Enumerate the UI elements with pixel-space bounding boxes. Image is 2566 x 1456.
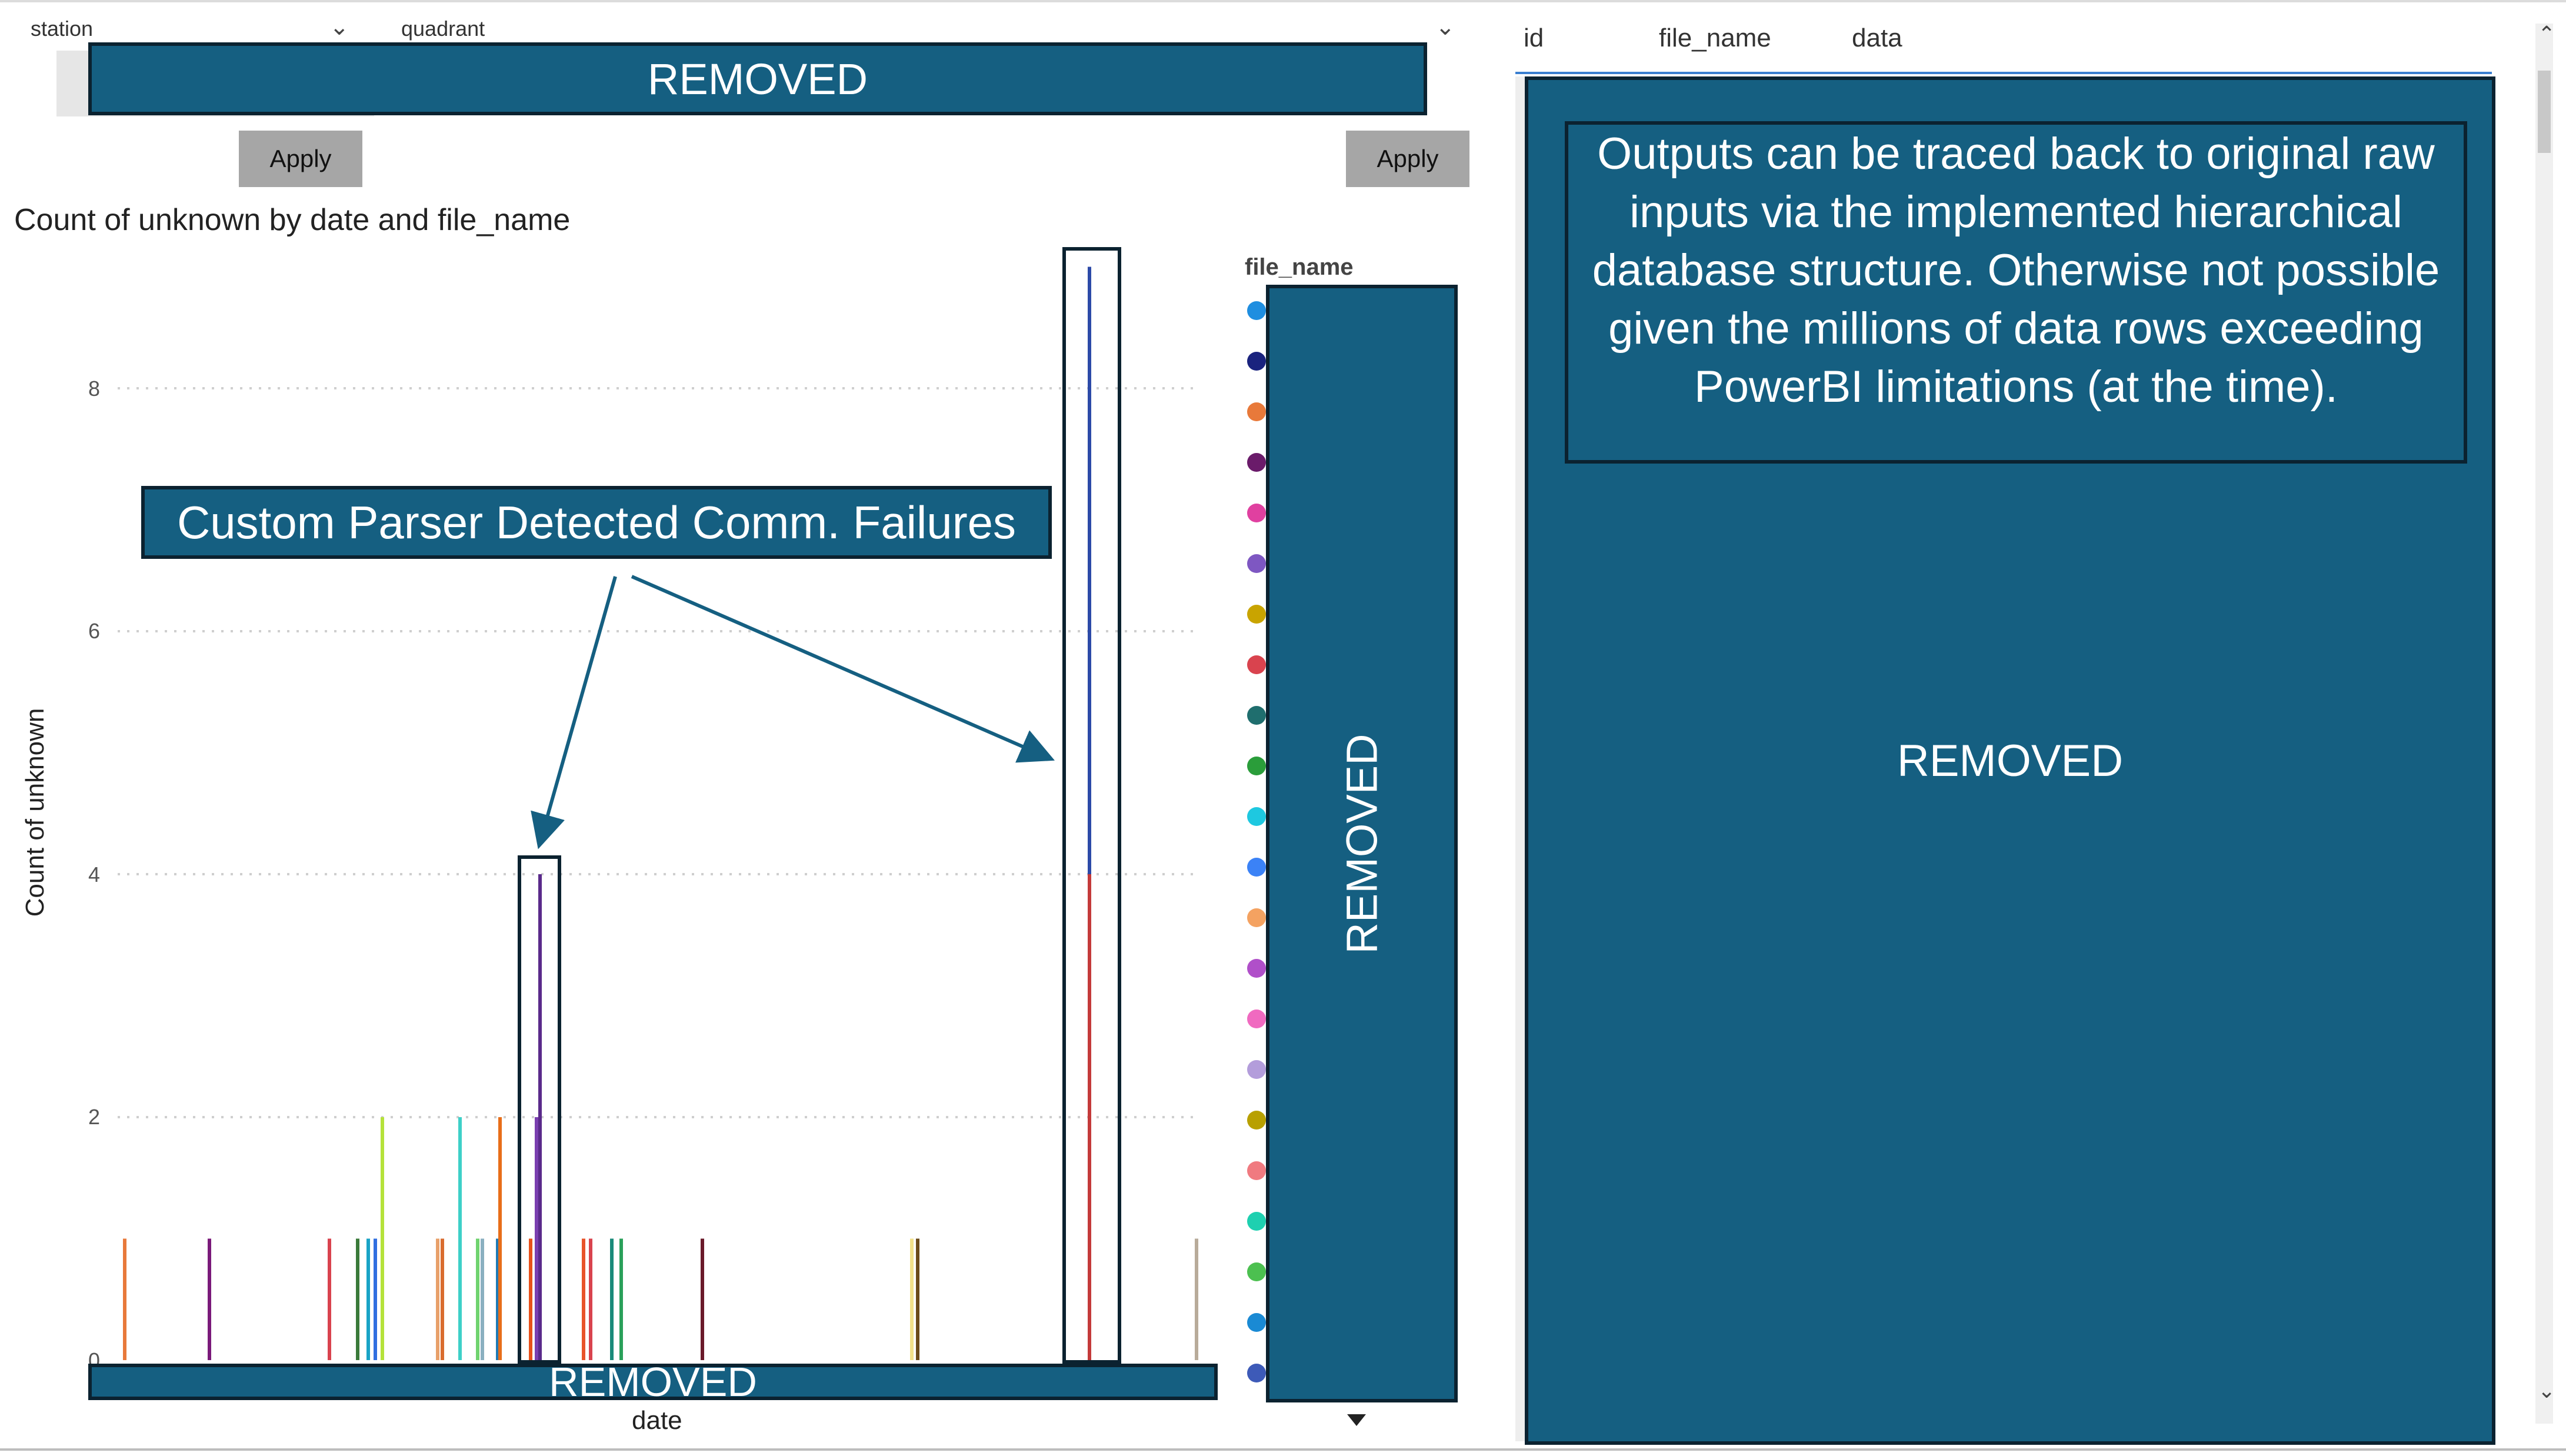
y-tick: 4 — [88, 862, 101, 887]
quadrant-chevron-down-icon[interactable]: ⌄ — [1435, 14, 1455, 40]
legend-list — [1247, 301, 1271, 1395]
failure-highlight-box — [518, 855, 561, 1364]
legend-dot[interactable] — [1247, 554, 1266, 573]
legend-dot[interactable] — [1247, 1111, 1266, 1130]
legend-title: file_name — [1245, 254, 1354, 280]
slicer-redacted-block: REMOVED — [88, 42, 1427, 115]
column-header-data[interactable]: data — [1852, 24, 1902, 52]
legend-dot[interactable] — [1247, 605, 1266, 624]
legend-dot[interactable] — [1247, 1262, 1266, 1281]
annotation-arrows — [531, 575, 1055, 849]
legend-dot[interactable] — [1247, 706, 1266, 725]
chart-title: Count of unknown by date and file_name — [14, 203, 571, 237]
table-scrollbar-thumb[interactable] — [2538, 71, 2551, 153]
column-header-id[interactable]: id — [1524, 24, 1544, 52]
legend-dot[interactable] — [1247, 453, 1266, 472]
legend-dot[interactable] — [1247, 1364, 1266, 1382]
quadrant-slicer-label: quadrant — [401, 16, 485, 41]
quadrant-apply-button[interactable]: Apply — [1346, 131, 1469, 187]
legend-dot[interactable] — [1247, 757, 1266, 775]
legend-scroll-down-icon[interactable] — [1347, 1414, 1366, 1426]
legend-dot[interactable] — [1247, 655, 1266, 674]
legend-dot[interactable] — [1247, 858, 1266, 877]
legend-dot[interactable] — [1247, 301, 1266, 320]
station-slicer-label: station — [31, 16, 94, 41]
legend-dot[interactable] — [1247, 807, 1266, 826]
table-note: Outputs can be traced back to original r… — [1565, 121, 2467, 464]
legend-dot[interactable] — [1247, 1161, 1266, 1180]
annotation-box: Custom Parser Detected Comm. Failures — [141, 486, 1052, 559]
y-tick: 8 — [88, 377, 101, 401]
table-scrollbar[interactable] — [2535, 24, 2553, 1424]
column-header-file-name[interactable]: file_name — [1659, 24, 1771, 52]
scroll-up-icon[interactable]: ⌃ — [2538, 22, 2556, 46]
x-axis-label: date — [632, 1406, 682, 1435]
legend-dot[interactable] — [1247, 1009, 1266, 1028]
legend-dot[interactable] — [1247, 1212, 1266, 1231]
station-chevron-down-icon[interactable]: ⌄ — [329, 14, 349, 40]
table-row-strip — [1515, 76, 1526, 1441]
legend-dot[interactable] — [1247, 402, 1266, 421]
top-border — [0, 0, 2566, 2]
legend-redacted: REMOVED — [1266, 285, 1458, 1402]
table-header — [1515, 0, 2492, 74]
legend-dot[interactable] — [1247, 504, 1266, 522]
chart-plot — [118, 266, 1200, 1360]
legend-dot[interactable] — [1247, 959, 1266, 978]
y-tick: 2 — [88, 1105, 101, 1129]
legend-dot[interactable] — [1247, 1313, 1266, 1332]
bottom-border — [0, 1448, 2566, 1451]
legend-dot[interactable] — [1247, 352, 1266, 371]
legend-dot[interactable] — [1247, 908, 1266, 927]
legend-redacted-label: REMOVED — [1337, 733, 1387, 954]
scroll-down-icon[interactable]: ⌄ — [2538, 1378, 2556, 1402]
station-apply-button[interactable]: Apply — [239, 131, 362, 187]
y-tick: 6 — [88, 619, 101, 643]
x-axis-redacted: REMOVED — [88, 1359, 1218, 1405]
failure-highlight-box — [1062, 247, 1121, 1364]
table-redacted: REMOVED — [1525, 76, 2495, 1445]
legend-dot[interactable] — [1247, 1060, 1266, 1079]
